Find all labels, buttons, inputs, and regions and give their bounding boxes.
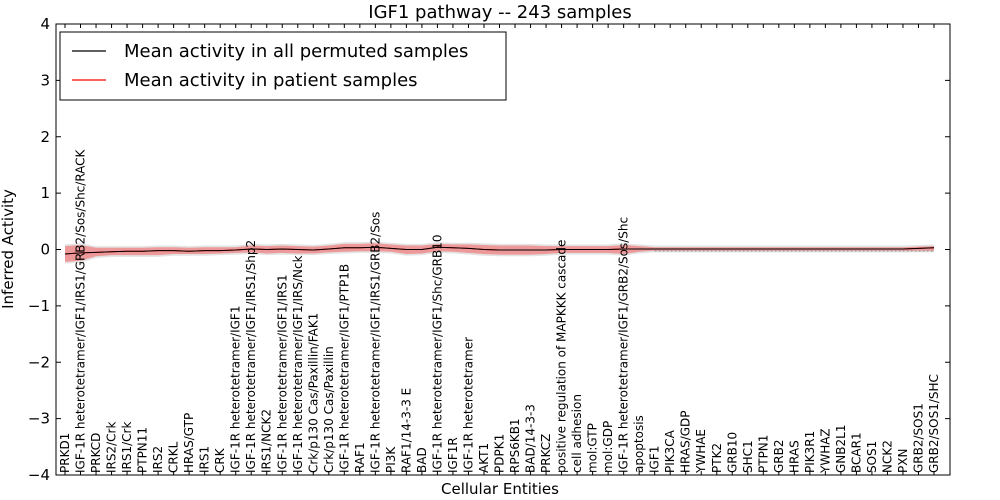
entity-labels: PRKD1 IGF-1R heterotetramer/IGF1/IRS1/GRB…: [58, 148, 941, 474]
entity-label: GRB2: [772, 439, 786, 473]
entity-label: IGF-1R heterotetramer/IGF1/IRS1/Shp2: [244, 240, 258, 473]
entity-label: PTPN1: [756, 435, 770, 473]
entity-label: PRKD1: [58, 433, 72, 473]
entity-label: IRS1/NCK2: [260, 409, 274, 473]
entity-label: GNB2L1: [834, 425, 848, 473]
y-tick-label: 2: [40, 128, 50, 146]
y-tick-label: −2: [28, 353, 50, 371]
entity-label: IGF1: [648, 446, 662, 473]
entity-label: PRKCZ: [539, 434, 553, 473]
y-tick-label: −4: [28, 466, 50, 484]
entity-label: IGF-1R heterotetramer/IGF1/IRS1/GRB2/Sos: [368, 212, 382, 473]
entity-label: IRS2/Crk: [105, 422, 119, 473]
entity-label: IGF-1R heterotetramer/IGF1/PTP1B: [337, 264, 351, 473]
chart-title: IGF1 pathway -- 243 samples: [368, 2, 631, 23]
entity-label: CRK: [213, 447, 227, 473]
entity-label: apoptosis: [632, 415, 646, 473]
entity-label: BCAR1: [849, 432, 863, 473]
entity-label: Crk/p130 Cas/Paxillin: [322, 346, 336, 473]
y-tick-label: −1: [28, 297, 50, 315]
entity-label: RAF1: [353, 442, 367, 473]
entity-label: CRKL: [167, 441, 181, 473]
entity-label: PIK3R1: [803, 431, 817, 473]
permuted-mean-line: [64, 246, 935, 255]
entity-label: IRS1/Crk: [120, 422, 134, 473]
entity-label: RAF1/14-3-3 E: [399, 388, 413, 473]
entity-label: PIK3CA: [663, 429, 677, 473]
entity-label: IGF-1R heterotetramer/IGF1/IRS1/GRB2/Sos…: [74, 148, 88, 473]
entity-label: GRB2/SOS1: [911, 403, 925, 473]
entity-label: YWHAZ: [818, 428, 832, 474]
entity-label: IGF1R: [446, 437, 460, 473]
entity-label: HRAS/GDP: [679, 410, 693, 473]
entity-label: NCK2: [880, 440, 894, 473]
entity-label: PXN: [896, 449, 910, 473]
entity-label: IGF-1R heterotetramer/IGF1/Shc/GRB10: [430, 235, 444, 474]
entity-label: AKT1: [477, 443, 491, 473]
entity-label: IGF-1R heterotetramer/IGF1/IRS/Nck: [291, 255, 305, 473]
y-tick-label: 1: [40, 184, 50, 202]
entity-label: Crk/p130 Cas/Paxillin/FAK1: [306, 313, 320, 473]
entity-label: IGF-1R heterotetramer/IGF1/IRS1: [275, 274, 289, 473]
y-axis: 4 3 2 1 0 −1 −2 −3 −4: [28, 15, 950, 484]
entity-label: SOS1: [865, 441, 879, 473]
entity-label: IGF-1R heterotetramer/IGF1/GRB2/Sos/Shc: [617, 217, 631, 473]
entity-label: IRS1: [198, 446, 212, 473]
entity-label: GRB2/SOS1/SHC: [927, 374, 941, 473]
entity-label: PDPK1: [493, 434, 507, 473]
entity-label: mol:GDP: [601, 421, 615, 473]
entity-label: PTK2: [710, 443, 724, 473]
entity-label: PTPN11: [136, 427, 150, 473]
entity-label: SHC1: [741, 440, 755, 473]
entity-label: HRAS/GTP: [182, 413, 196, 473]
entity-label: positive regulation of MAPKKK cascade: [555, 240, 569, 473]
y-tick-label: 0: [40, 241, 50, 259]
entity-label: GRB10: [725, 432, 739, 473]
y-tick-label: 4: [40, 15, 50, 33]
patient-range-band: [65, 243, 934, 262]
plot-content: [64, 241, 935, 264]
y-tick-label: −3: [28, 410, 50, 428]
legend-label-patient: Mean activity in patient samples: [124, 70, 418, 91]
x-axis: [64, 24, 935, 475]
entity-label: BAD/14-3-3: [524, 404, 538, 473]
x-axis-label: Cellular Entities: [441, 480, 559, 498]
entity-label: PI3K: [384, 446, 398, 473]
legend-label-permuted: Mean activity in all permuted samples: [124, 41, 468, 62]
entity-label: BAD: [415, 447, 429, 473]
entity-label: YWHAE: [694, 429, 708, 474]
entity-label: HRAS: [787, 440, 801, 473]
legend: Mean activity in all permuted samples Me…: [59, 31, 507, 101]
entity-label: IGF-1R heterotetramer: [461, 337, 475, 473]
entity-label: PRKCD: [89, 433, 103, 473]
entity-label: IGF-1R heterotetramer/IGF1: [229, 306, 243, 473]
entity-label: mol:GTP: [586, 423, 600, 473]
y-axis-label: Inferred Activity: [0, 189, 17, 309]
legend-box: [59, 31, 507, 101]
y-tick-label: 3: [40, 71, 50, 89]
entity-label: cell adhesion: [570, 394, 584, 473]
entity-label: IRS2: [151, 446, 165, 473]
entity-label: RPS6KB1: [508, 418, 522, 473]
